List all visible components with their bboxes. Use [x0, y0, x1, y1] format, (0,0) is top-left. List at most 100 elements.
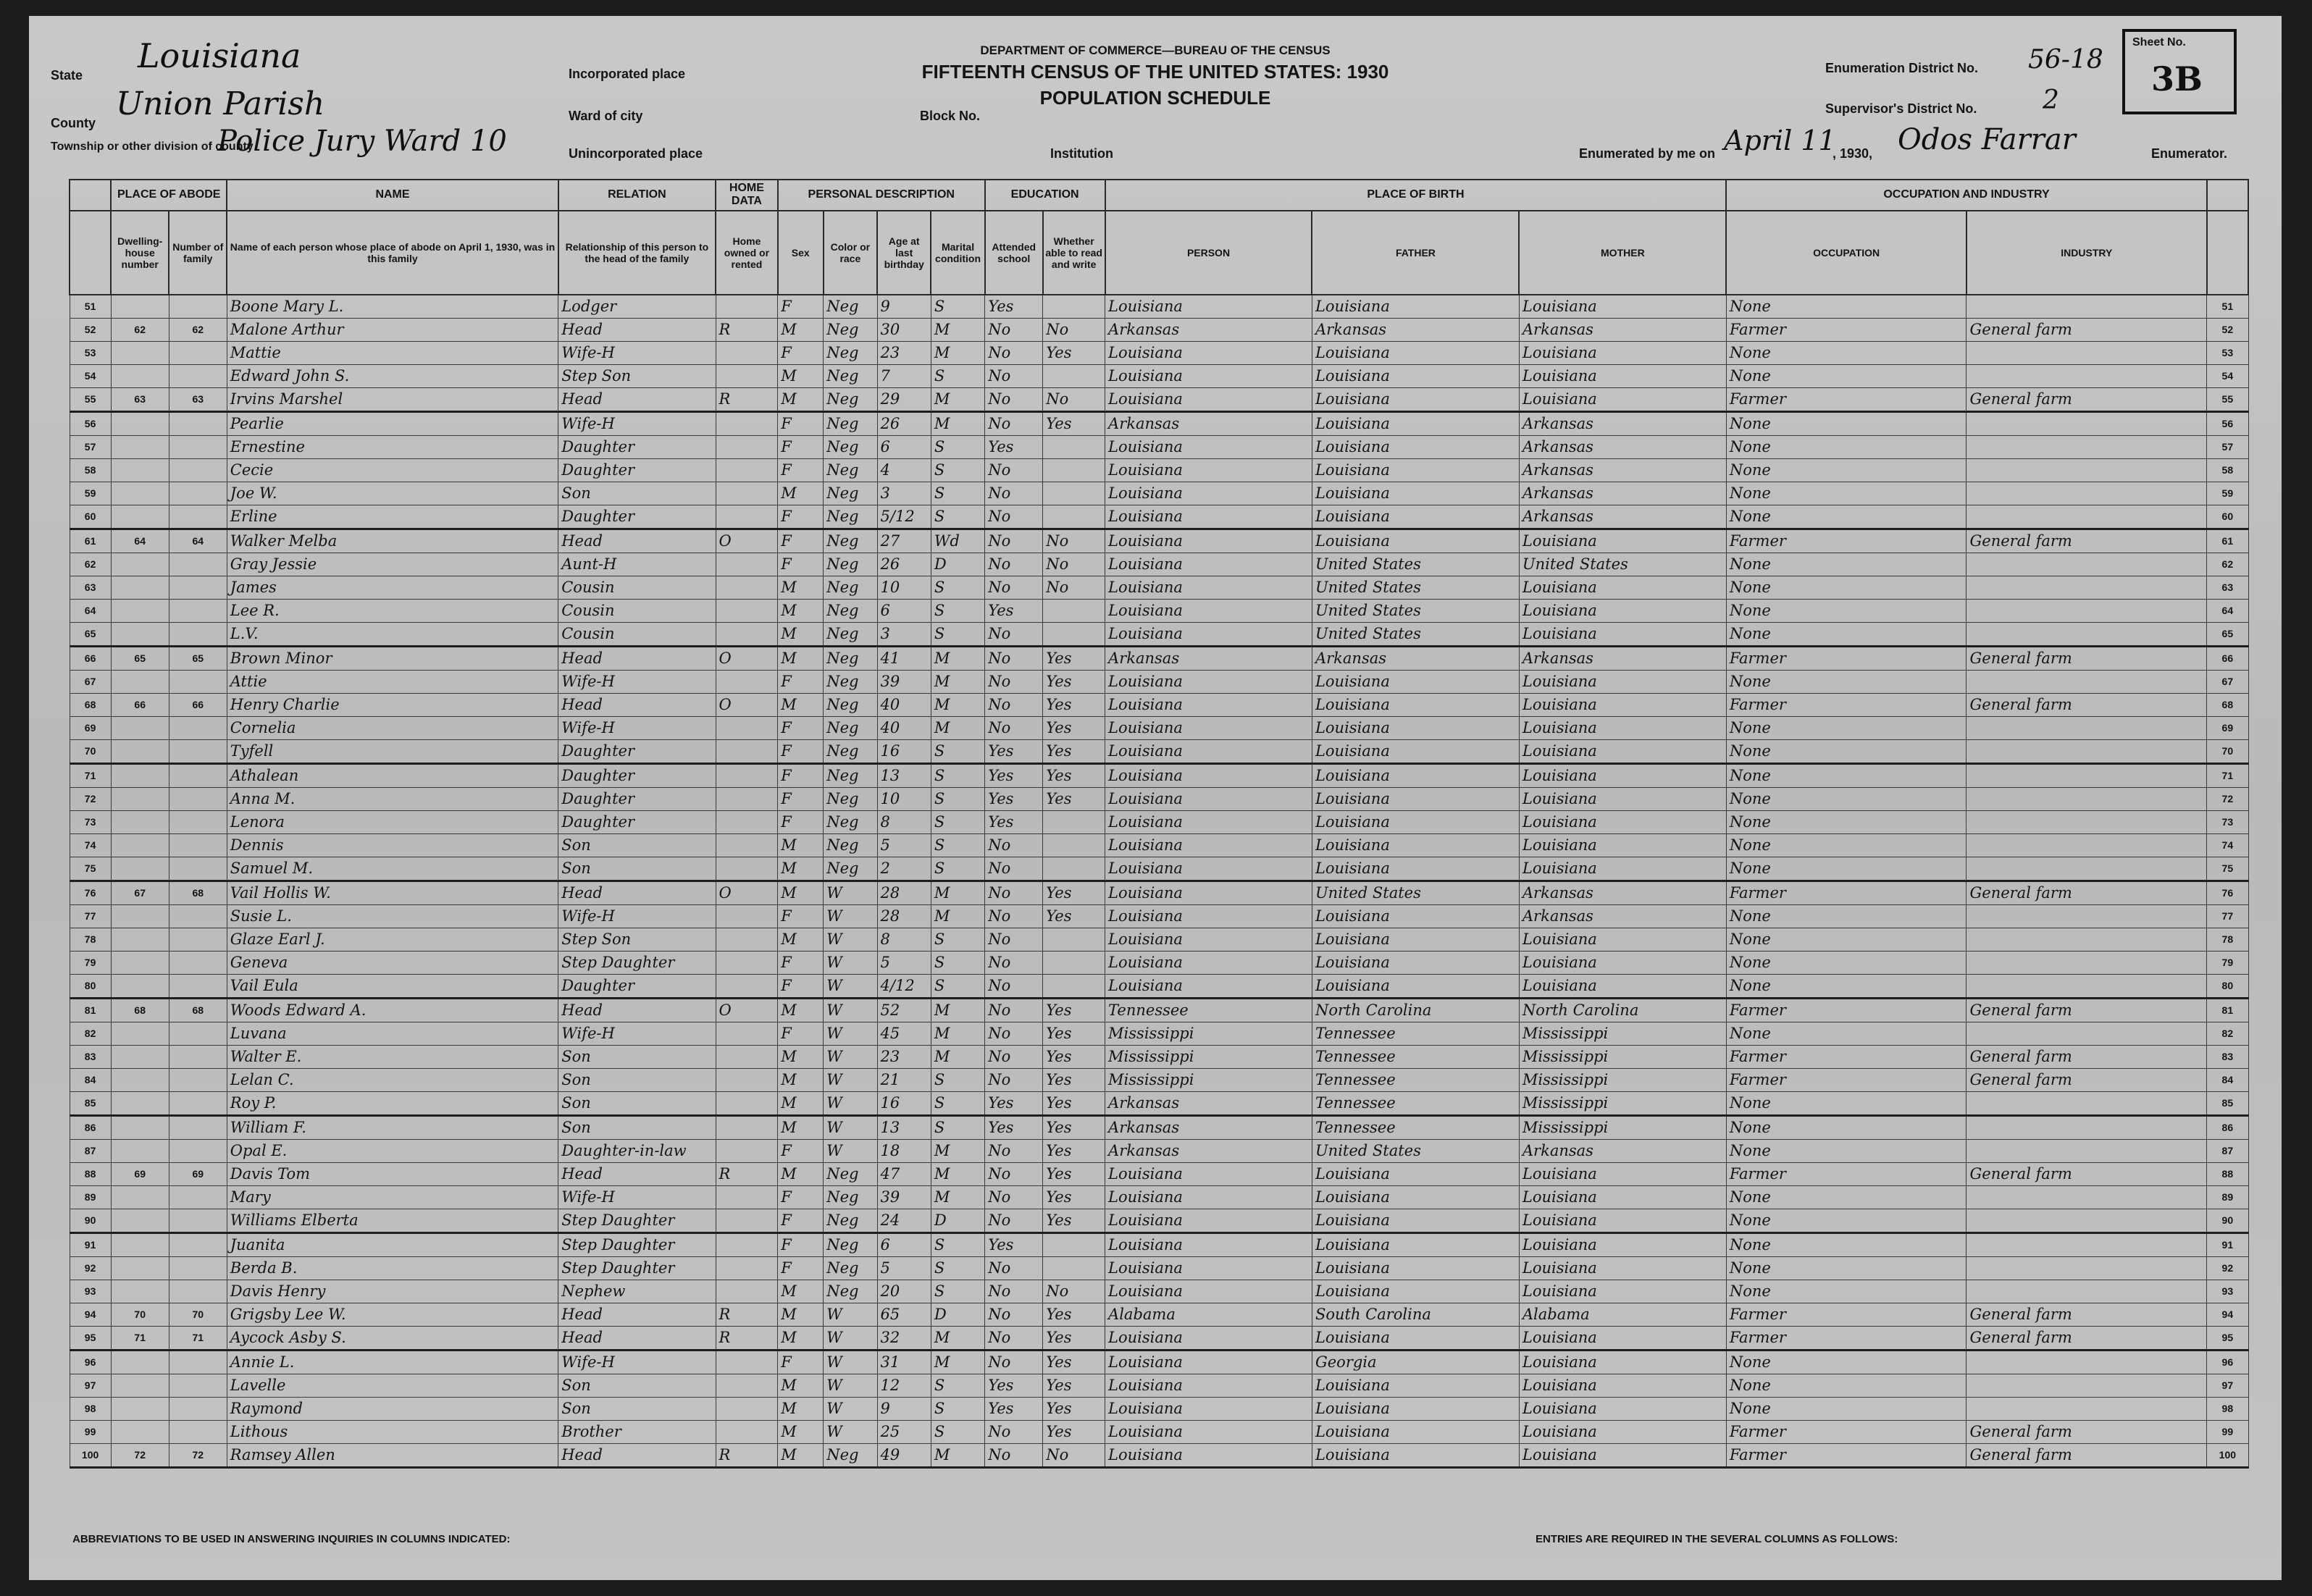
cell: M	[930, 387, 986, 413]
cell: M	[777, 364, 824, 388]
cell: F	[777, 1021, 824, 1046]
cell: Louisiana	[1518, 669, 1727, 694]
group-header: NAME	[226, 179, 559, 211]
line-number: 61	[2206, 528, 2249, 553]
cell: No	[984, 645, 1044, 671]
cell: Wife-H	[558, 411, 716, 436]
cell	[715, 927, 779, 952]
line-number: 57	[69, 434, 112, 459]
cell: M	[777, 598, 824, 623]
cell: Davis Tom	[226, 1162, 559, 1186]
table-row: 90 Williams Elberta Step Daughter F Neg 24 D No…	[69, 1208, 2249, 1234]
cell: Louisiana	[1105, 927, 1312, 952]
cell: 30	[876, 317, 931, 342]
cell: S	[930, 1419, 986, 1444]
line-number: 80	[2206, 973, 2249, 999]
cell: No	[984, 1185, 1044, 1209]
table-row: 100 72 72 Ramsey Allen Head R M Neg 49 M No No Louis…	[69, 1442, 2249, 1469]
cell: Louisiana	[1518, 387, 1727, 413]
cell: None	[1725, 1232, 1967, 1257]
cell: Neg	[823, 317, 878, 342]
cell: Yes	[984, 1114, 1044, 1140]
cell: 5	[876, 833, 931, 857]
cell: Farmer	[1725, 1162, 1967, 1186]
line-number: 57	[2206, 434, 2249, 459]
cell: Louisiana	[1105, 528, 1312, 553]
cell: General farm	[1966, 645, 2208, 671]
cell: Louisiana	[1105, 434, 1312, 459]
cell	[1042, 950, 1106, 975]
line-number: 90	[69, 1208, 112, 1234]
cell: Mississippi	[1105, 1044, 1312, 1069]
cell	[1966, 1349, 2208, 1374]
cell: W	[823, 1373, 878, 1398]
cell: M	[930, 1349, 986, 1374]
cell	[1042, 1256, 1106, 1280]
cell: No	[984, 1067, 1044, 1092]
table-row: 67 Attie Wife-H F Neg 39 M No Yes Louisiana Louisi…	[69, 669, 2249, 694]
table-row: 99 Lithous Brother M W 25 S No Yes Louisiana Louis…	[69, 1419, 2249, 1444]
cell: None	[1725, 434, 1967, 459]
group-header: PLACE OF ABODE	[110, 179, 228, 211]
line-number: 93	[69, 1279, 112, 1303]
cell	[168, 856, 227, 882]
cell: None	[1725, 1373, 1967, 1398]
line-number: 83	[69, 1044, 112, 1069]
cell: Yes	[1042, 1208, 1106, 1234]
cell	[1966, 1138, 2208, 1163]
cell: W	[823, 1396, 878, 1421]
header-cell	[68, 179, 112, 211]
cell: Neg	[823, 1279, 878, 1303]
cell	[168, 294, 227, 319]
cell	[168, 340, 227, 365]
cell	[168, 481, 227, 505]
cell	[1966, 669, 2208, 694]
cell: Son	[558, 1044, 716, 1069]
cell: D	[930, 1208, 986, 1234]
cell: R	[715, 1302, 779, 1327]
line-number: 55	[69, 387, 112, 413]
cell: Tennessee	[1311, 1114, 1520, 1140]
cell: M	[777, 317, 824, 342]
cell: None	[1725, 294, 1967, 319]
cell: W	[823, 1302, 878, 1327]
cell: Louisiana	[1311, 1325, 1520, 1351]
cell: Luvana	[226, 1021, 559, 1046]
cell: Lenora	[226, 810, 559, 834]
cell	[715, 411, 779, 436]
cell: Neg	[823, 1208, 878, 1234]
field-value: Louisiana	[138, 36, 301, 75]
cell	[1042, 458, 1106, 482]
cell: F	[777, 1349, 824, 1374]
table-row: 74 Dennis Son M Neg 5 S No Louisiana Louisiana Lou…	[69, 833, 2249, 857]
cell: Neg	[823, 598, 878, 623]
cell: Louisiana	[1311, 1232, 1520, 1257]
cell: None	[1725, 598, 1967, 623]
cell: None	[1725, 1185, 1967, 1209]
cell	[1966, 434, 2208, 459]
cell: No	[984, 552, 1044, 576]
cell: No	[984, 1208, 1044, 1234]
line-number: 89	[69, 1185, 112, 1209]
cell: Neg	[823, 833, 878, 857]
table-row: 60 Erline Daughter F Neg 5/12 S No Louisiana Loui…	[69, 504, 2249, 530]
cell: Yes	[1042, 1396, 1106, 1421]
cell: S	[930, 458, 986, 482]
cell	[715, 1232, 779, 1257]
cell	[715, 810, 779, 834]
cell: Arkansas	[1105, 1138, 1312, 1163]
table-row: 84 Lelan C. Son M W 21 S No Yes Mississippi Tennes…	[69, 1067, 2249, 1092]
cell: Arkansas	[1311, 645, 1520, 671]
cell	[715, 669, 779, 694]
cell	[1966, 950, 2208, 975]
cell: 20	[876, 1279, 931, 1303]
line-number: 82	[69, 1021, 112, 1046]
cell: Yes	[984, 739, 1044, 765]
cell: No	[1042, 317, 1106, 342]
line-number: 88	[2206, 1162, 2249, 1186]
cell: Mattie	[226, 340, 559, 365]
cell: 10	[876, 575, 931, 600]
cell	[110, 856, 169, 882]
cell: 3	[876, 621, 931, 647]
cell: Louisiana	[1105, 880, 1312, 905]
